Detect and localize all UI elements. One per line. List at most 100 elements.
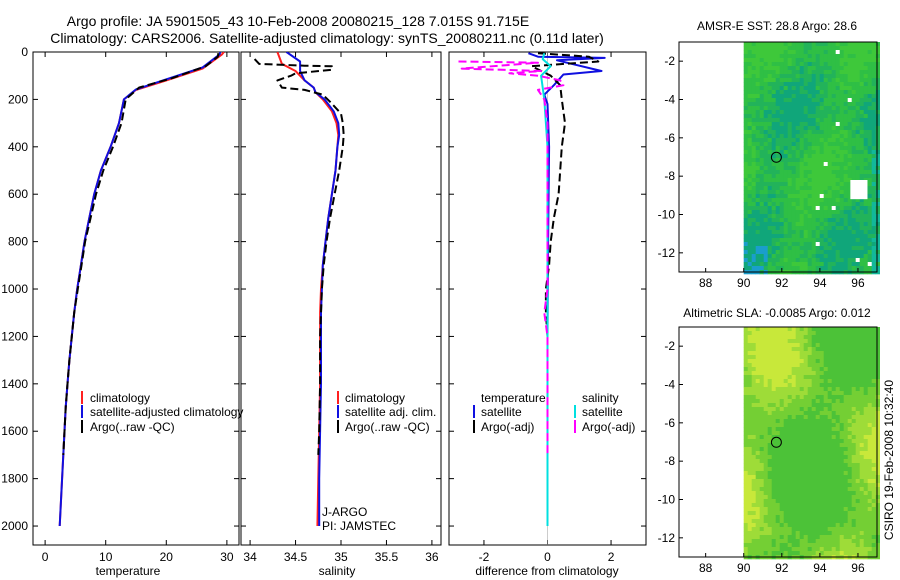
- map-cell: [803, 343, 808, 348]
- map-cell: [755, 218, 760, 223]
- map-cell: [767, 371, 772, 376]
- map-cell: [851, 234, 856, 239]
- map-cell: [819, 134, 824, 139]
- map-cell: [815, 503, 820, 508]
- map-cell: [799, 479, 804, 484]
- map-cell: [863, 499, 868, 504]
- map-cell: [751, 499, 756, 504]
- map-cell: [871, 523, 876, 528]
- map-cell: [843, 62, 848, 67]
- y-tick-label: 1200: [1, 329, 28, 343]
- map-cell: [791, 202, 796, 207]
- map-cell: [807, 455, 812, 460]
- map-cell: [791, 150, 796, 155]
- map-cell: [843, 479, 848, 484]
- map-cell: [783, 443, 788, 448]
- map-cell: [867, 94, 872, 99]
- map-cell: [847, 407, 852, 412]
- map-cell: [751, 523, 756, 528]
- map-cell: [779, 535, 784, 540]
- map-cell: [787, 178, 792, 183]
- map-cell: [867, 78, 872, 83]
- map-cell: [795, 347, 800, 352]
- map-cell: [791, 523, 796, 528]
- map-cell: [855, 170, 860, 175]
- map-cell: [863, 439, 868, 444]
- map-cell: [759, 130, 764, 135]
- map-cell: [811, 527, 816, 532]
- map-cell: [747, 535, 752, 540]
- map-cell: [851, 82, 856, 87]
- map-cell: [811, 226, 816, 231]
- map-cell: [751, 42, 756, 47]
- map-cell: [839, 126, 844, 131]
- map-cell: [847, 515, 852, 520]
- map-cell: [851, 50, 856, 55]
- map-cell: [751, 511, 756, 516]
- map-cell: [759, 423, 764, 428]
- map-cell: [803, 118, 808, 123]
- map-cell: [843, 499, 848, 504]
- map-cell: [775, 527, 780, 532]
- map-cell: [815, 415, 820, 420]
- map-cell: [747, 343, 752, 348]
- map-cell: [787, 515, 792, 520]
- map-cell: [759, 78, 764, 83]
- map-cell: [747, 443, 752, 448]
- map-cell: [799, 118, 804, 123]
- map-cell: [787, 134, 792, 139]
- map-cell: [839, 391, 844, 396]
- map-cell: [799, 62, 804, 67]
- map-cell: [815, 106, 820, 111]
- map-cell: [755, 70, 760, 75]
- map-cell: [771, 46, 776, 51]
- map-cell: [827, 495, 832, 500]
- map-cell: [803, 98, 808, 103]
- map-cell: [743, 499, 748, 504]
- map-cell: [859, 78, 864, 83]
- map-cell: [851, 134, 856, 139]
- map-cell: [835, 379, 840, 384]
- map-cell: [839, 82, 844, 87]
- map-cell: [875, 435, 880, 440]
- map-cell: [779, 234, 784, 239]
- map-cell: [815, 403, 820, 408]
- map-cell: [807, 246, 812, 251]
- map-cell: [875, 359, 880, 364]
- map-cell: [791, 459, 796, 464]
- map-cell: [843, 190, 848, 195]
- map-cell: [863, 451, 868, 456]
- map-cell: [795, 483, 800, 488]
- map-cell: [815, 98, 820, 103]
- map-cell: [759, 142, 764, 147]
- map-cell: [791, 90, 796, 95]
- map-cell: [755, 351, 760, 356]
- map-cell: [803, 431, 808, 436]
- map-cell: [851, 367, 856, 372]
- map-cell: [831, 539, 836, 544]
- map-cell: [831, 170, 836, 175]
- map-cell: [839, 170, 844, 175]
- map-cell: [775, 258, 780, 263]
- map-cell: [831, 527, 836, 532]
- map-cell: [855, 471, 860, 476]
- map-cell: [763, 102, 768, 107]
- map-cell: [799, 527, 804, 532]
- map-cell: [795, 234, 800, 239]
- map-cell: [743, 475, 748, 480]
- map-cell: [823, 375, 828, 380]
- map-cell: [767, 114, 772, 119]
- map-cell: [851, 543, 856, 548]
- map-cell: [771, 174, 776, 179]
- map-cell: [847, 134, 852, 139]
- map-cell: [823, 134, 828, 139]
- map-cell: [807, 423, 812, 428]
- map-cell: [803, 174, 808, 179]
- map-cell: [867, 114, 872, 119]
- map-cell: [783, 463, 788, 468]
- map-cell: [795, 499, 800, 504]
- map-cell: [859, 367, 864, 372]
- map-cell: [795, 122, 800, 127]
- map-cell: [811, 266, 816, 271]
- map-cell: [823, 262, 828, 267]
